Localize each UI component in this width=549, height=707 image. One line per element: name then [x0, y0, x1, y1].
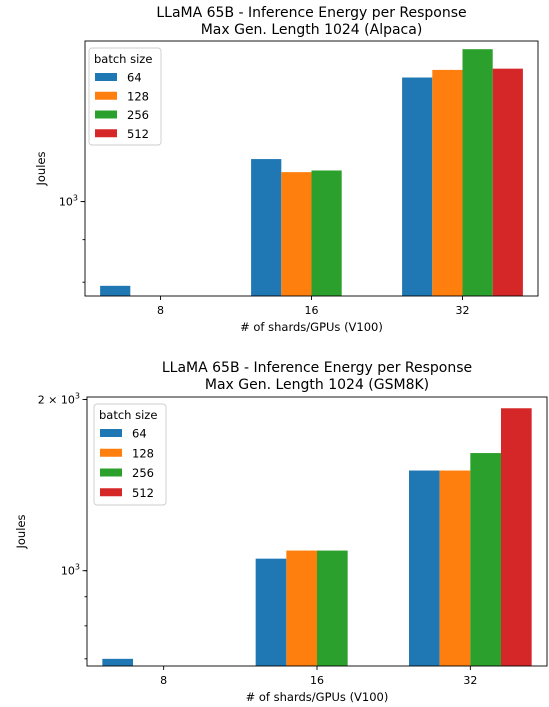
bar-512-32 — [492, 68, 523, 296]
x-tick-label: 16 — [310, 674, 324, 687]
legend-swatch-128 — [95, 91, 117, 100]
y-axis-label: Joules — [14, 515, 28, 550]
legend-swatch-512 — [100, 488, 122, 497]
x-tick-label: 32 — [456, 304, 470, 317]
bar-64-32 — [409, 470, 440, 666]
legend-label: 256 — [132, 466, 154, 480]
bar-64-8 — [102, 658, 133, 666]
bar-64-16 — [251, 159, 282, 296]
legend: batch size 64 128 256 512 — [88, 47, 162, 146]
bar-64-16 — [255, 558, 287, 666]
chart-title-line: LLaMA 65B - Inference Energy per Respons… — [162, 360, 472, 376]
bar-64-32 — [402, 77, 433, 296]
legend-label: 128 — [132, 446, 154, 460]
legend-swatch-256 — [95, 110, 117, 119]
x-axis-label: # of shards/GPUs (V100) — [240, 320, 383, 334]
legend: batch size 64 128 256 512 — [93, 403, 167, 506]
bar-128-16 — [286, 550, 317, 666]
x-tick-label: 8 — [160, 674, 167, 687]
y-tick-base: 10 — [59, 196, 73, 209]
chart-title-line: Max Gen. Length 1024 (GSM8K) — [205, 377, 429, 393]
legend-swatch-128 — [100, 448, 122, 457]
legend-label: 512 — [132, 486, 154, 500]
bar-128-32 — [439, 470, 471, 666]
y-tick-exponent: 3 — [73, 194, 78, 203]
legend-title: batch size — [94, 52, 152, 66]
chart-1: LLaMA 65B - Inference Energy per Respons… — [34, 5, 539, 334]
x-axis-label: # of shards/GPUs (V100) — [246, 690, 389, 704]
x-tick-label: 16 — [305, 304, 319, 317]
bar-128-16 — [281, 172, 312, 296]
chart-title-line: LLaMA 65B - Inference Energy per Respons… — [156, 5, 466, 21]
legend-label: 128 — [127, 89, 149, 103]
legend-swatch-64 — [95, 73, 117, 81]
legend-frame — [88, 47, 162, 146]
legend-label: 64 — [132, 427, 147, 441]
legend-label: 256 — [127, 108, 149, 122]
y-tick-exponent: 3 — [75, 391, 80, 400]
chart-title-line: Max Gen. Length 1024 (Alpaca) — [201, 22, 423, 38]
x-tick-label: 8 — [157, 304, 164, 317]
bar-256-32 — [462, 49, 493, 297]
y-tick-base: 2 × 10 — [38, 393, 75, 406]
bar-128-32 — [432, 69, 463, 296]
y-tick-label: 103 — [61, 563, 80, 578]
y-tick-label: 2 × 103 — [38, 391, 80, 406]
legend-swatch-512 — [95, 129, 117, 138]
bar-256-32 — [470, 453, 501, 666]
chart-2: LLaMA 65B - Inference Energy per Respons… — [14, 360, 548, 704]
bar-512-32 — [501, 408, 532, 666]
bar-256-16 — [317, 550, 348, 666]
y-tick-label: 103 — [59, 194, 78, 209]
legend-title: batch size — [99, 408, 157, 422]
x-tick-label: 32 — [463, 674, 477, 687]
y-tick-exponent: 3 — [75, 563, 80, 572]
y-tick-base: 10 — [61, 565, 75, 578]
bar-256-16 — [311, 170, 342, 296]
legend-swatch-64 — [100, 429, 122, 437]
legend-label: 512 — [127, 127, 149, 141]
y-axis-label: Joules — [34, 152, 48, 187]
legend-label: 64 — [127, 71, 142, 85]
legend-swatch-256 — [100, 468, 122, 477]
bar-64-8 — [100, 285, 131, 296]
